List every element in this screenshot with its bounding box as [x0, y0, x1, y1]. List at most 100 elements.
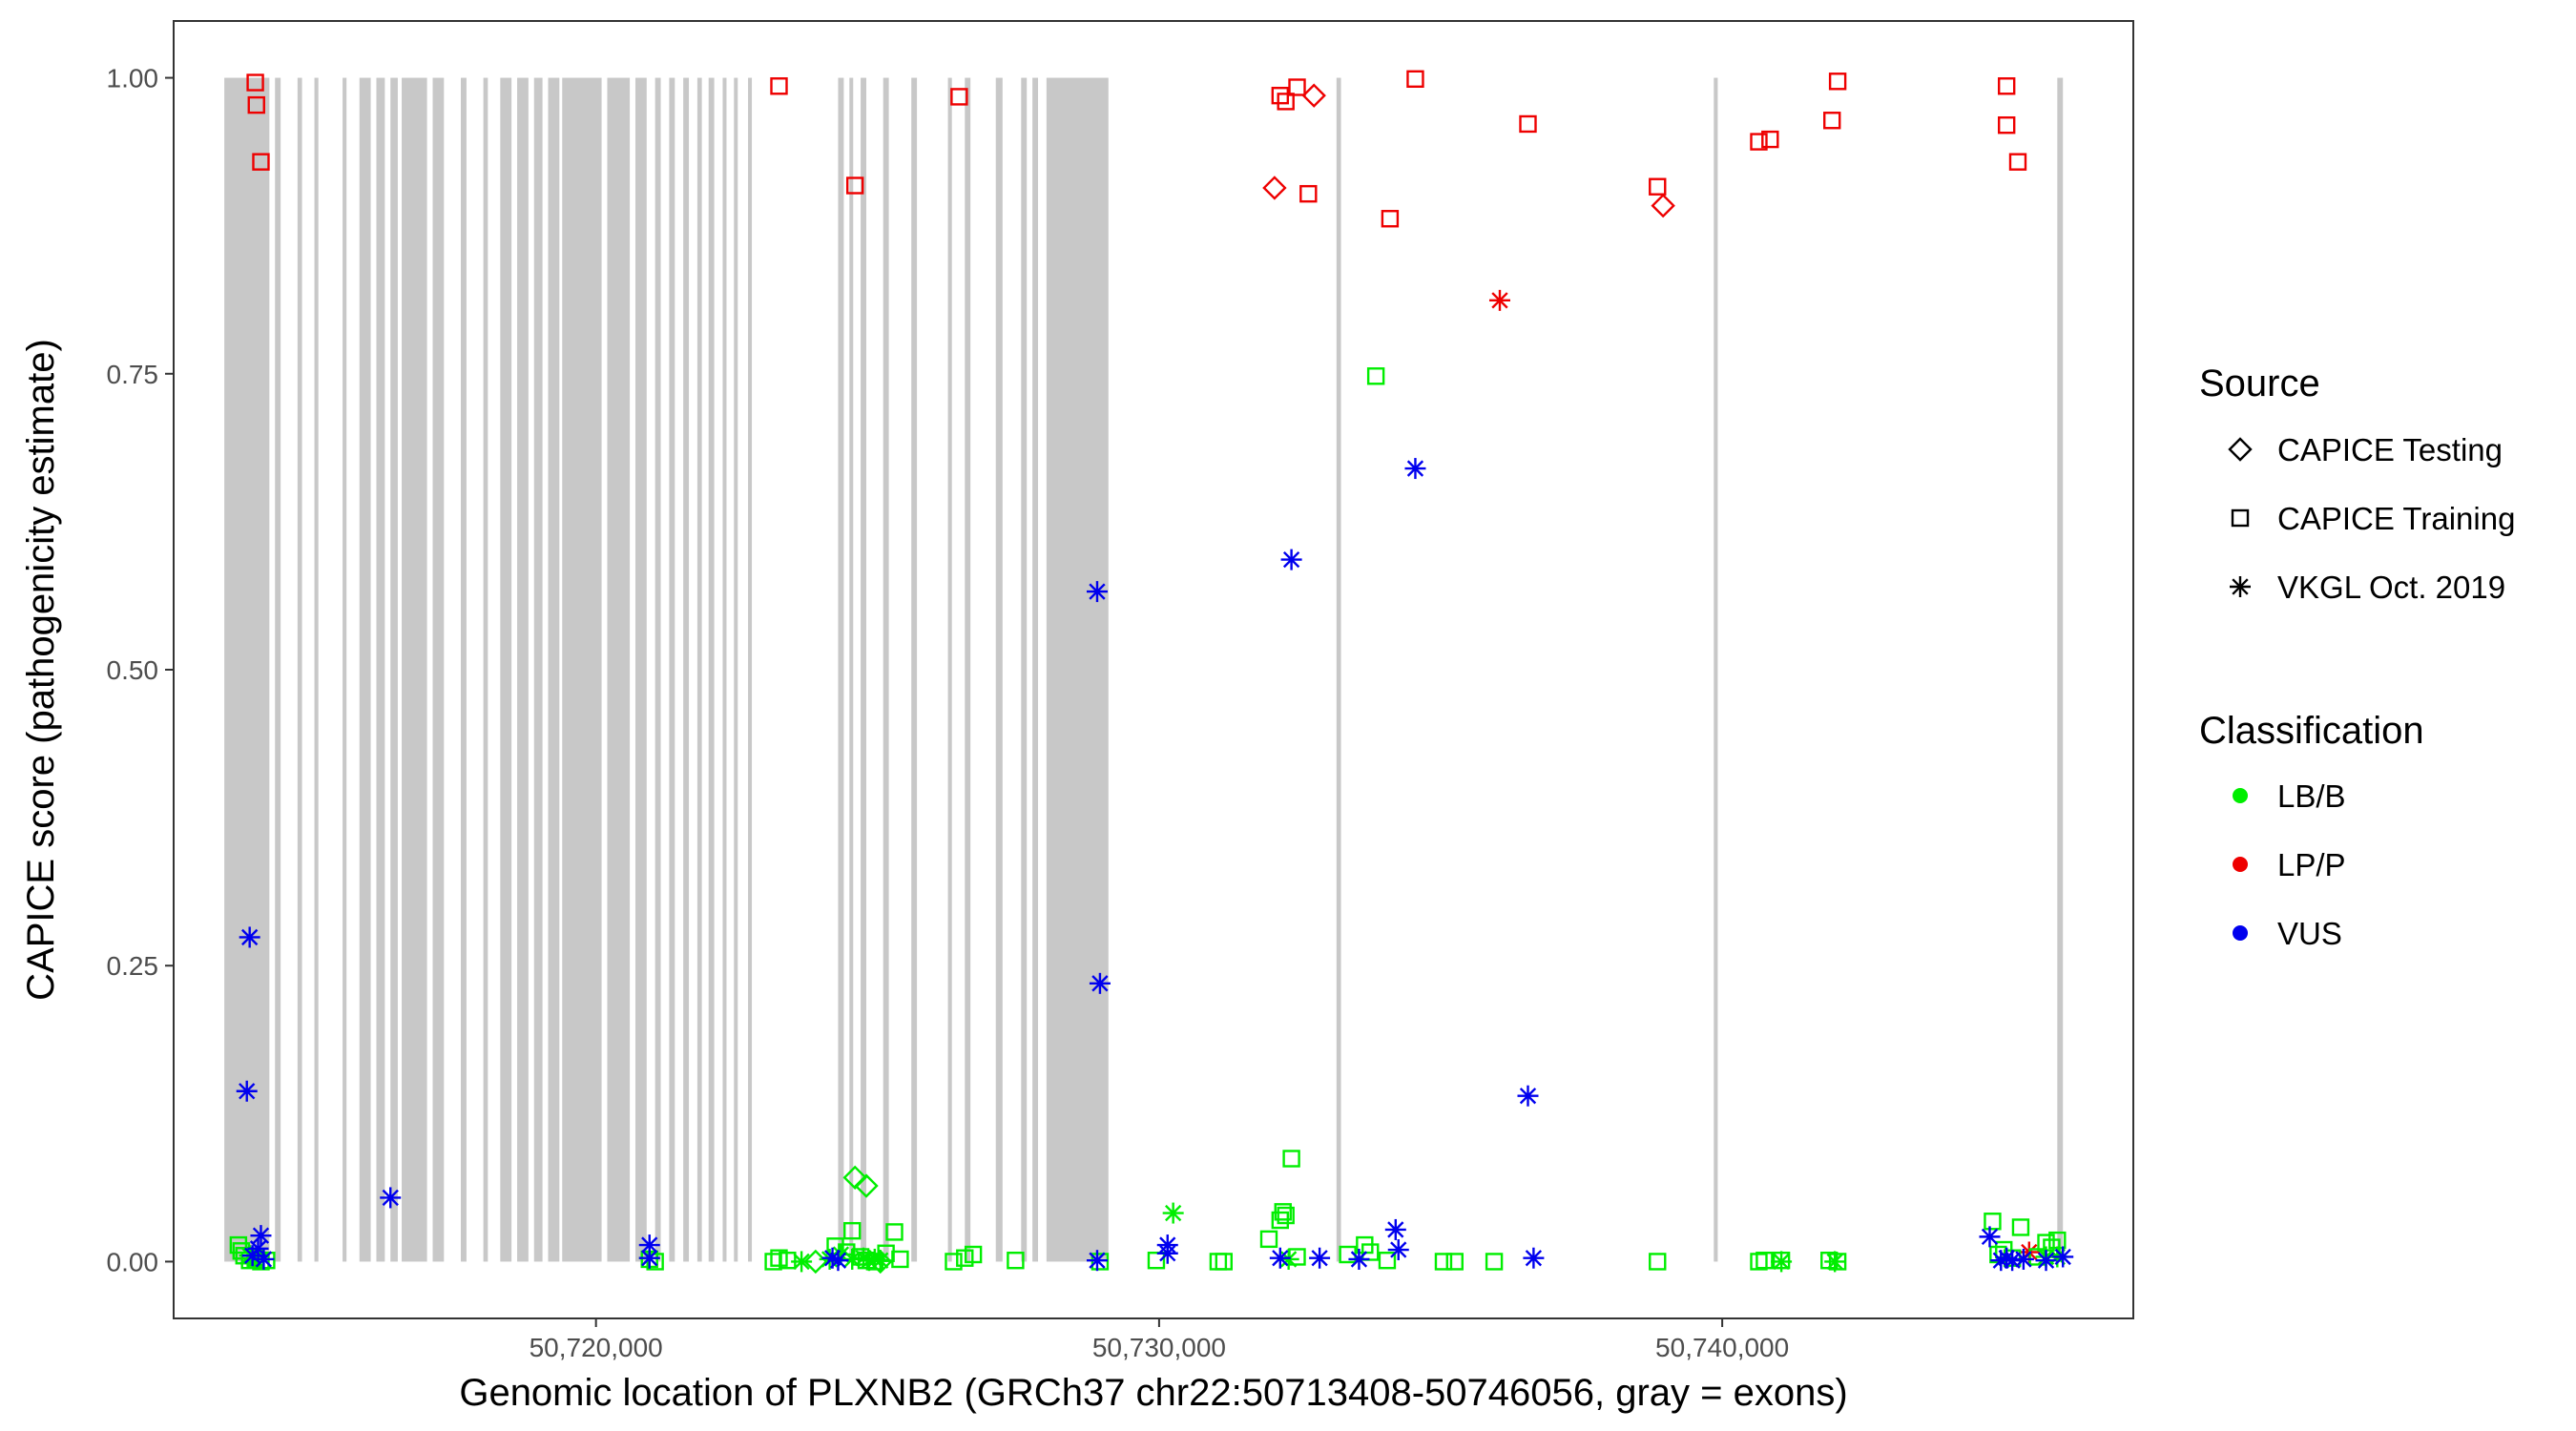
data-point [1824, 1251, 1846, 1273]
data-point [1215, 1253, 1233, 1271]
exon-band [995, 77, 1003, 1262]
data-point [1523, 1247, 1545, 1269]
legend-class-label: VUS [2277, 916, 2342, 951]
data-point [380, 1187, 402, 1209]
exon-band [483, 77, 488, 1262]
data-point [1086, 1250, 1108, 1272]
data-point [1348, 1248, 1370, 1270]
data-point [252, 153, 270, 171]
data-point [1361, 1243, 1380, 1261]
data-point [1445, 1253, 1464, 1271]
data-point [891, 1250, 909, 1269]
data-point [1823, 112, 1841, 130]
legend-class-key [2233, 857, 2248, 872]
data-point [1271, 86, 1290, 105]
exon-band [849, 77, 854, 1262]
data-point [1519, 114, 1537, 134]
data-point [2052, 1246, 2074, 1268]
data-point [1280, 549, 1302, 570]
data-point [1086, 581, 1108, 603]
data-point [1387, 1239, 1409, 1261]
legend-source-title: Source [2199, 363, 2320, 404]
exon-band [965, 77, 971, 1262]
legend-class-key [2233, 788, 2248, 803]
exon-band [947, 77, 952, 1262]
exon-band [669, 77, 675, 1262]
legend-source-key [2228, 437, 2253, 462]
y-tick-label: 0.25 [107, 951, 159, 981]
data-point [2035, 1250, 2057, 1272]
x-tick-label: 50,730,000 [1092, 1333, 1226, 1362]
exon-band [390, 77, 398, 1262]
exon-band [607, 77, 631, 1262]
data-point [1406, 70, 1424, 89]
x-tick-label: 50,740,000 [1655, 1333, 1789, 1362]
exon-band [359, 77, 371, 1262]
exon-band [500, 77, 512, 1262]
y-axis: 0.00 0.25 0.50 0.75 1.00 [107, 64, 174, 1276]
legend: Source CAPICE Testing CAPICE Training VKGL… [2199, 363, 2515, 951]
data-point [1404, 458, 1426, 480]
data-point [1828, 73, 1847, 91]
legend-class-key [2233, 925, 2248, 941]
data-point [1649, 1253, 1667, 1271]
data-point [791, 1251, 813, 1273]
legend-class-label: LB/B [2277, 778, 2346, 814]
exon-band [1021, 77, 1028, 1262]
exon-band [297, 77, 302, 1262]
y-tick-label: 1.00 [107, 64, 159, 93]
data-point [1091, 1253, 1110, 1271]
data-point [1089, 972, 1111, 994]
exon-band [343, 77, 347, 1262]
exon-band [654, 77, 661, 1262]
x-axis-title: Genomic location of PLXNB2 (GRCh37 chr22… [459, 1372, 1847, 1414]
exon-band [2057, 77, 2064, 1262]
data-point [945, 1253, 963, 1271]
exon-band [461, 77, 467, 1262]
legend-source-items: CAPICE Testing CAPICE Training VKGL Oct. 2… [2228, 432, 2515, 605]
exon-band [861, 77, 866, 1262]
data-point [241, 1245, 263, 1267]
data-point [964, 1245, 983, 1264]
data-point [1755, 1251, 1774, 1270]
exon-band [683, 77, 690, 1262]
data-point [1277, 1206, 1295, 1225]
data-point [1156, 1242, 1178, 1264]
exon-band [314, 77, 319, 1262]
plot-background [174, 21, 2133, 1318]
exon-band [517, 77, 529, 1262]
data-point [1761, 130, 1779, 149]
data-point [770, 77, 788, 95]
exon-band [432, 77, 445, 1262]
data-point [843, 1221, 862, 1240]
y-tick-label: 0.00 [107, 1247, 159, 1276]
x-tick-label: 50,720,000 [530, 1333, 663, 1362]
legend-source-key [2231, 508, 2250, 528]
exon-band [1336, 77, 1341, 1262]
exon-band [1032, 77, 1039, 1262]
x-axis: 50,720,000 50,730,000 50,740,000 [530, 1318, 1789, 1362]
exon-band [1714, 77, 1718, 1262]
data-point [827, 1250, 849, 1272]
exon-band [883, 77, 889, 1262]
data-point [1277, 93, 1295, 111]
legend-class-items: LB/B LP/P VUS [2233, 778, 2346, 951]
exon-band [734, 77, 738, 1262]
exon-band [224, 77, 270, 1262]
data-point [258, 1251, 276, 1270]
exon-band [838, 77, 844, 1262]
data-point [638, 1247, 660, 1269]
data-point [1299, 184, 1318, 203]
legend-source-label: CAPICE Testing [2277, 432, 2503, 467]
data-point [1750, 133, 1768, 151]
exon-band [548, 77, 560, 1262]
data-point [1434, 1253, 1453, 1271]
data-point [1750, 1253, 1768, 1271]
data-point [1301, 83, 1326, 108]
legend-source-label: CAPICE Training [2277, 501, 2515, 536]
y-tick-label: 0.75 [107, 360, 159, 389]
data-point [2002, 1250, 2024, 1272]
data-point [1997, 115, 2016, 135]
data-point [764, 1253, 782, 1271]
